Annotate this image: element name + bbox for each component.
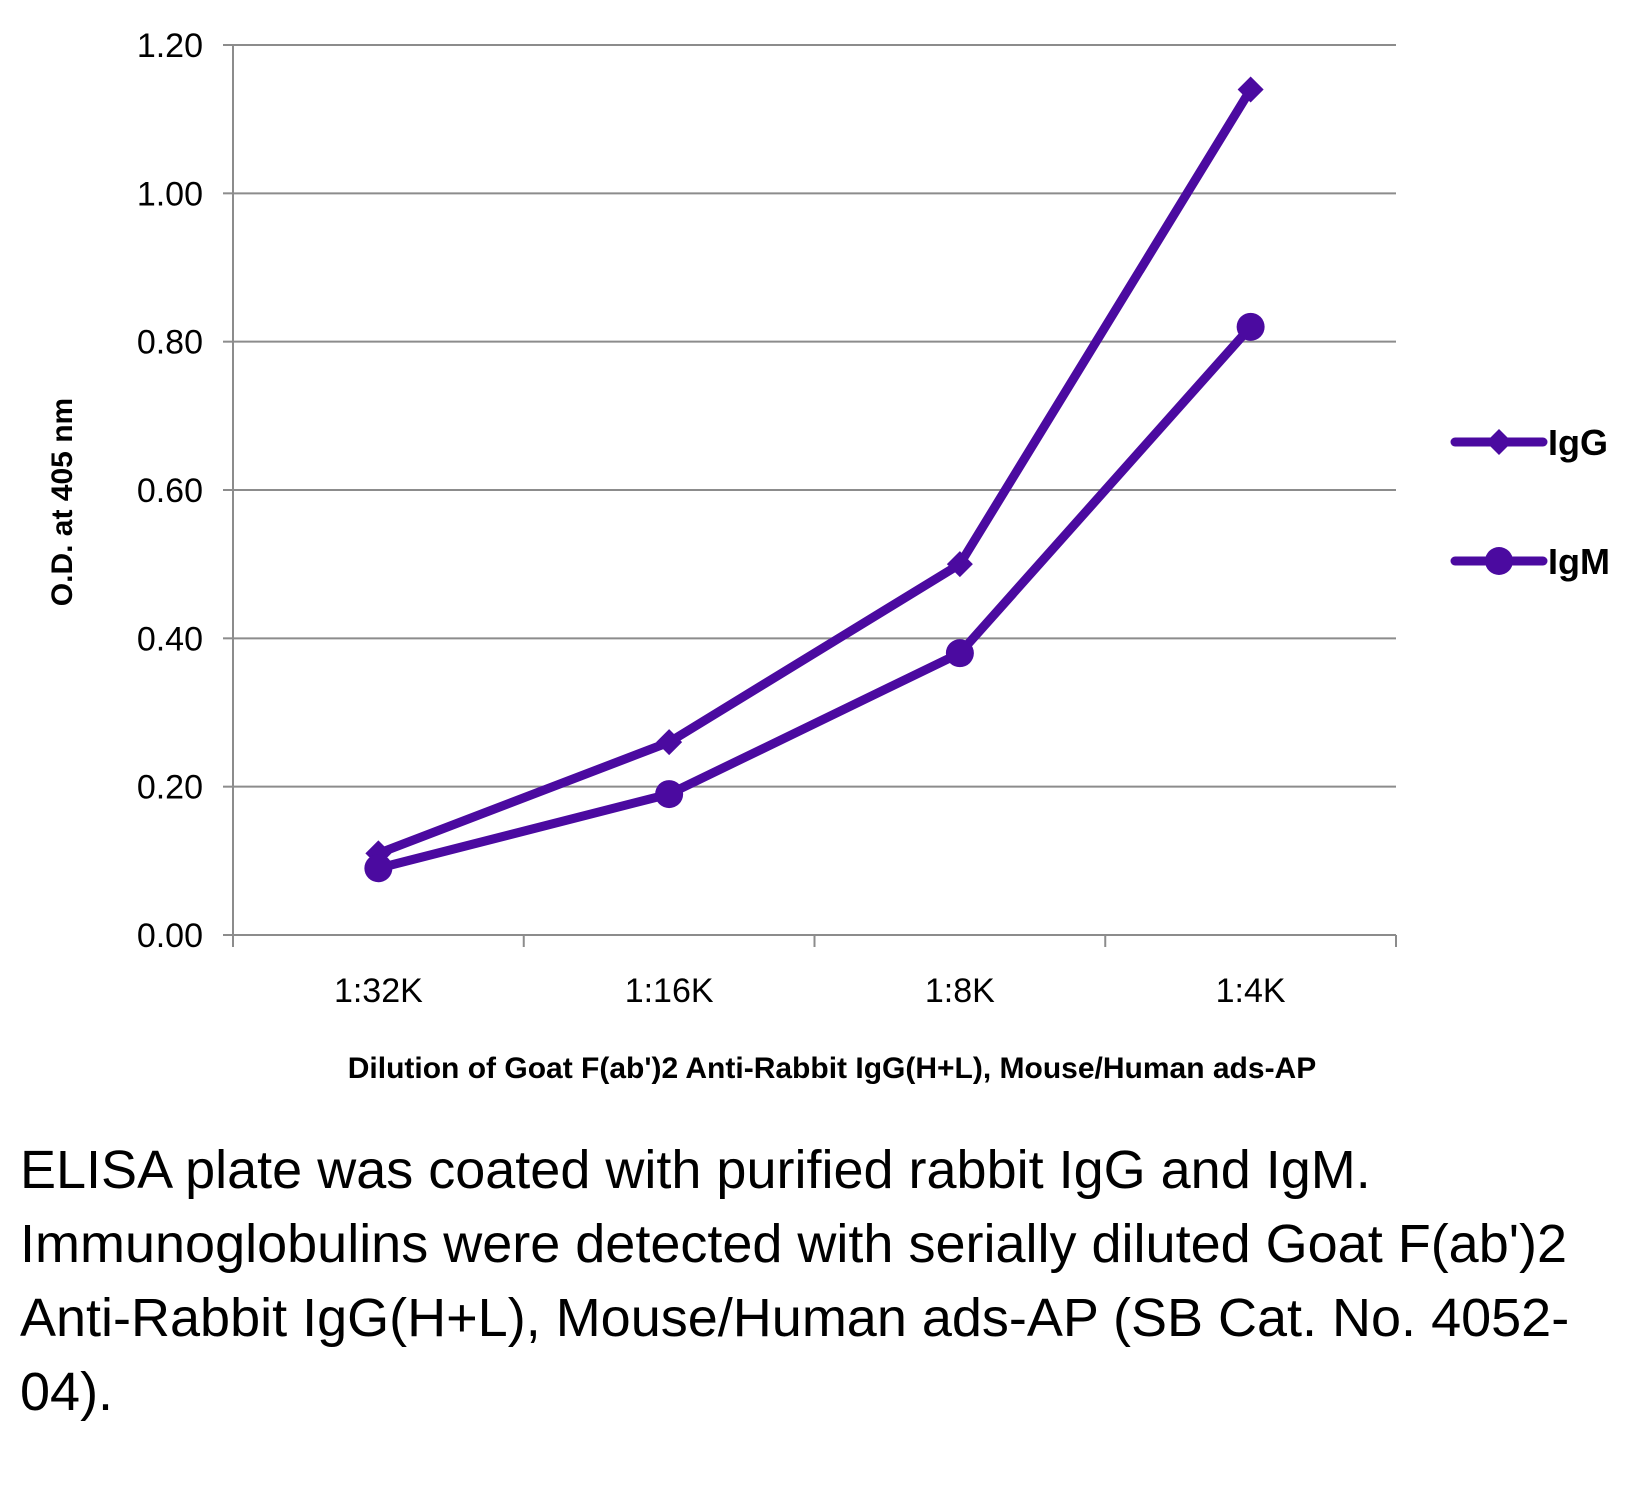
- y-tick-label: 0.40: [137, 620, 203, 658]
- gridlines: [233, 44, 1396, 788]
- y-tick-labels: 0.00 0.20 0.40 0.60 0.80 1.00 1.20: [137, 27, 203, 955]
- legend-item-igm: IgM: [1450, 541, 1610, 582]
- figure-caption: ELISA plate was coated with purified rab…: [20, 1140, 1570, 1422]
- legend-label: IgM: [1548, 541, 1610, 582]
- data-point-igm: [945, 639, 974, 668]
- legend-marker: [1485, 547, 1513, 575]
- series-group: [364, 76, 1265, 883]
- y-tick-label: 0.80: [137, 324, 203, 362]
- axes: [223, 44, 1397, 947]
- y-tick-label: 0.20: [137, 769, 203, 807]
- y-tick-label: 0.00: [137, 917, 203, 955]
- y-tick-label: 0.60: [137, 472, 203, 510]
- legend: IgG IgM: [1450, 422, 1610, 582]
- series-igm: [364, 312, 1265, 883]
- data-point-igm: [1236, 312, 1265, 341]
- y-tick-label: 1.00: [137, 175, 203, 213]
- legend-item-igg: IgG: [1450, 422, 1608, 463]
- y-axis-title: O.D. at 405 nm: [46, 398, 79, 606]
- data-point-igg: [946, 551, 973, 578]
- x-tick-label: 1:4K: [1216, 972, 1286, 1010]
- legend-marker: [1486, 429, 1512, 455]
- data-point-igg: [1237, 76, 1264, 103]
- data-point-igm: [655, 780, 684, 809]
- x-tick-label: 1:8K: [925, 972, 995, 1010]
- x-tick-label: 1:32K: [334, 972, 423, 1010]
- x-axis-title: Dilution of Goat F(ab')2 Anti-Rabbit IgG…: [348, 1052, 1316, 1085]
- elisa-line-chart: 0.000.200.400.600.801.001.20 1:32K 1:16K 1…: [46, 27, 1610, 1085]
- x-tick-labels: 1:32K 1:16K 1:8K 1:4K: [334, 972, 1286, 1010]
- series-igg: [365, 76, 1264, 867]
- legend-label: IgG: [1548, 422, 1608, 463]
- x-tick-label: 1:16K: [625, 972, 714, 1010]
- data-point-igm: [364, 854, 393, 883]
- y-tick-label: 1.20: [137, 27, 203, 65]
- series-line-igm: [373, 322, 1256, 873]
- series-line-igg: [373, 85, 1256, 858]
- data-point-igg: [656, 729, 683, 756]
